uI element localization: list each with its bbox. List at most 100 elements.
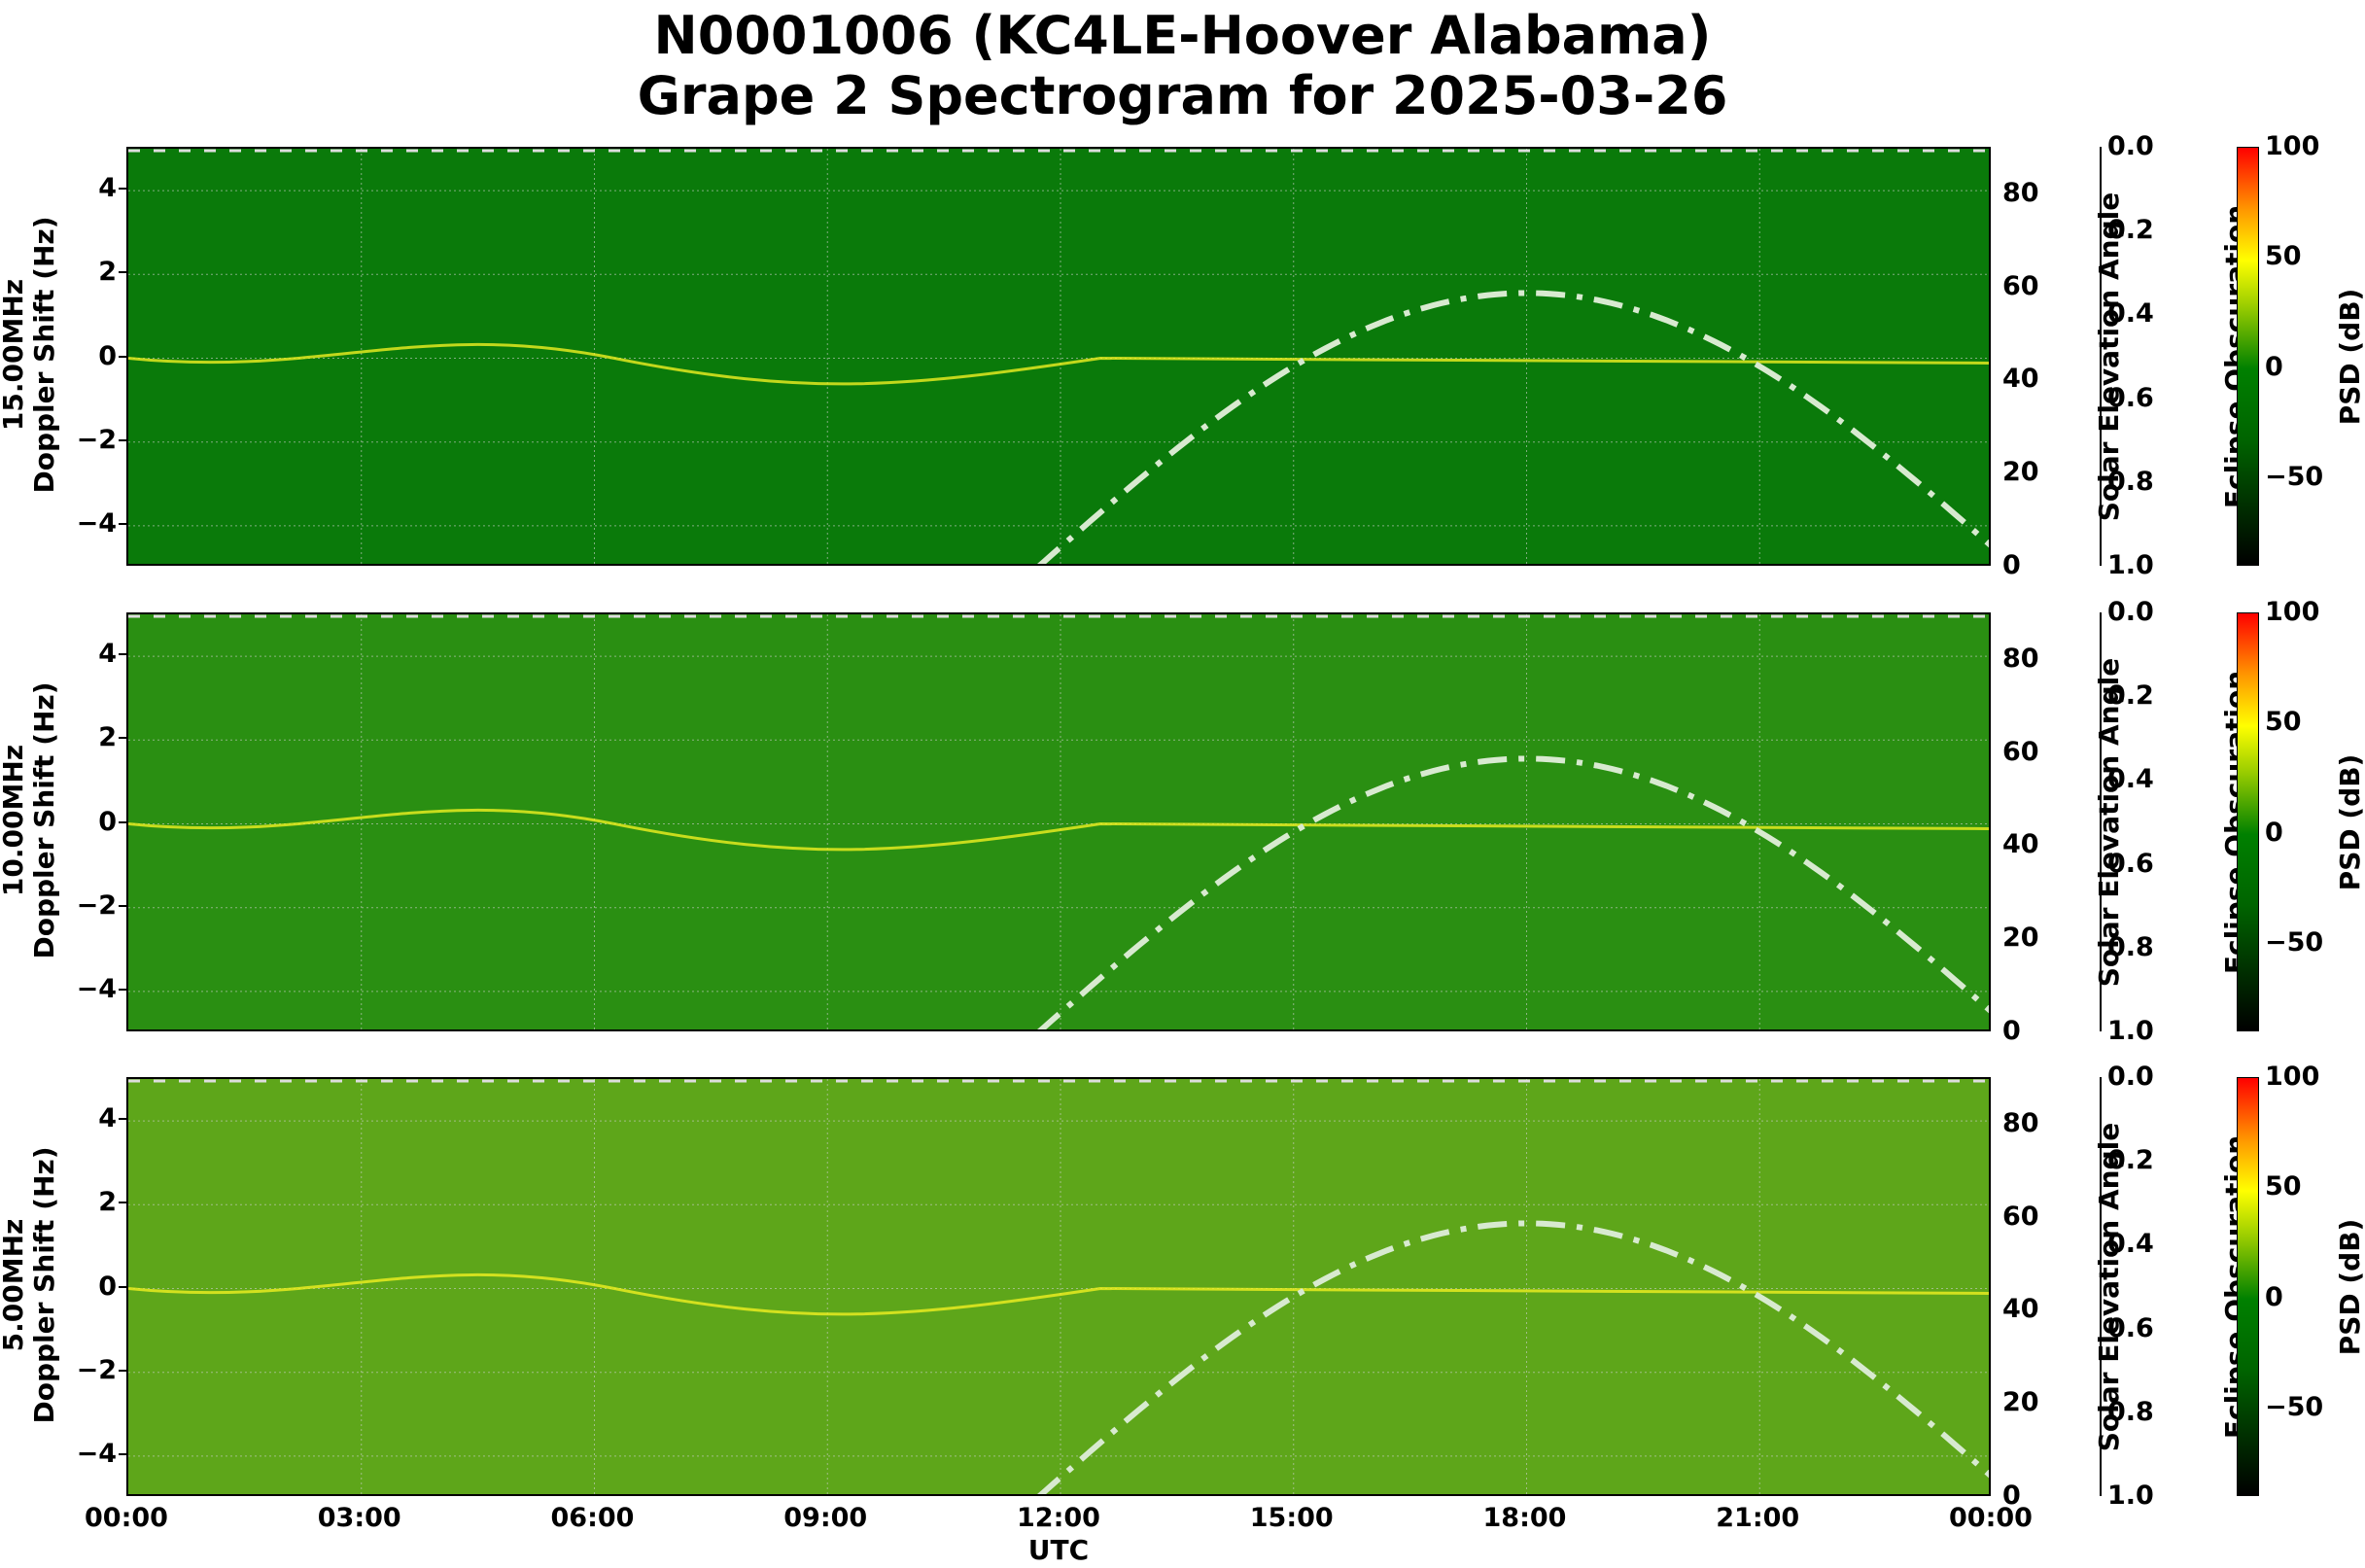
doppler-label: Doppler Shift (Hz) [28,215,60,494]
colorbar-tick: −50 [2265,462,2324,493]
chart-title-line1: N0001006 (KC4LE-Hoover Alabama) [653,5,1712,66]
tick-mark [119,188,126,191]
y-tick-right: 0 [2002,550,2021,580]
y-axis-label: 5.00MHz Doppler Shift (Hz) [0,1091,60,1480]
eclipse-tick: 0.2 [2107,680,2154,712]
frequency-label: 10.00MHz [0,744,29,896]
psd-colorbar [2237,147,2259,566]
tick-mark [119,1452,126,1455]
tick-mark [119,737,126,740]
colorbar-tick: 100 [2265,1062,2320,1092]
y-tick-right: 60 [2002,270,2039,301]
y-tick-left: −2 [76,424,117,455]
eclipse-tick: 0.0 [2107,131,2154,161]
x-tick: 15:00 [1249,1503,1334,1533]
y-tick-right: 40 [2002,829,2039,860]
x-axis-label: UTC [1027,1534,1090,1566]
eclipse-tick: 0.2 [2107,1145,2154,1176]
psd-label: PSD (dB) [2334,753,2365,890]
tick-mark [119,522,126,525]
tick-mark [119,653,126,656]
eclipse-tick: 0.6 [2107,1312,2154,1343]
eclipse-tick: 0.6 [2107,382,2154,413]
eclipse-tick: 1.0 [2107,550,2154,580]
y-tick-left: 2 [98,1187,117,1218]
colorbar-tick: 100 [2265,597,2320,627]
y-tick-right: 20 [2002,923,2039,954]
tick-mark [119,1202,126,1204]
y-tick-right: 0 [2002,1481,2021,1511]
colorbar-tick: 50 [2265,707,2302,738]
tick-mark [119,355,126,358]
eclipse-tick: 0.8 [2107,1396,2154,1427]
tick-mark [119,1285,126,1288]
y-tick-left: 0 [98,806,117,837]
y-axis-label: 15.00MHz Doppler Shift (Hz) [0,160,60,549]
x-tick: 09:00 [783,1503,868,1533]
eclipse-tick: 0.4 [2107,1229,2154,1260]
colorbar-tick: 50 [2265,241,2302,272]
eclipse-tick: 0.0 [2107,597,2154,627]
y-tick-left: 2 [98,722,117,753]
tick-mark [119,904,126,907]
colorbar-tick: 50 [2265,1171,2302,1202]
spectrogram-panel-0 [126,147,1991,566]
x-tick: 06:00 [550,1503,635,1533]
y-tick-left: 2 [98,257,117,288]
doppler-label: Doppler Shift (Hz) [28,680,60,959]
y-tick-left: 4 [98,1103,117,1134]
frequency-label: 5.00MHz [0,1218,29,1351]
x-tick: 00:00 [85,1503,168,1533]
y-tick-left: 4 [98,173,117,204]
eclipse-tick: 0.2 [2107,215,2154,246]
colorbar-tick: 0 [2265,1281,2283,1312]
x-tick: 00:00 [1949,1503,2033,1533]
eclipse-axis-line [2100,612,2102,1031]
y-axis-label: 10.00MHz Doppler Shift (Hz) [0,626,60,1015]
y-tick-left: −2 [76,889,117,921]
y-tick-left: 0 [98,340,117,371]
frequency-label: 15.00MHz [0,278,29,431]
eclipse-axis-line [2100,1077,2102,1496]
colorbar-tick: −50 [2265,927,2324,958]
chart-title-line2: Grape 2 Spectrogram for 2025-03-26 [637,65,1728,126]
y-tick-right: 80 [2002,177,2039,208]
y-tick-right: 80 [2002,643,2039,674]
y-tick-left: 4 [98,639,117,670]
y-tick-left: −4 [76,973,117,1004]
y-tick-left: −2 [76,1354,117,1385]
y-tick-left: 0 [98,1271,117,1302]
x-tick: 12:00 [1017,1503,1100,1533]
eclipse-tick: 0.4 [2107,298,2154,330]
tick-mark [119,271,126,274]
spectrogram-panel-1 [126,612,1991,1031]
eclipse-tick: 0.8 [2107,466,2154,497]
x-tick: 21:00 [1716,1503,1800,1533]
y-tick-left: −4 [76,1438,117,1469]
tick-mark [119,988,126,991]
psd-label: PSD (dB) [2334,1218,2365,1355]
colorbar-tick: 100 [2265,131,2320,161]
eclipse-axis-line [2100,147,2102,566]
psd-colorbar [2237,1077,2259,1496]
x-tick: 18:00 [1482,1503,1567,1533]
tick-mark [119,1118,126,1121]
eclipse-tick: 0.6 [2107,848,2154,879]
y-tick-right: 60 [2002,736,2039,767]
tick-mark [119,1369,126,1372]
colorbar-tick: 0 [2265,351,2283,382]
y-tick-right: 40 [2002,364,2039,395]
colorbar-tick: 0 [2265,817,2283,848]
doppler-label: Doppler Shift (Hz) [28,1145,60,1424]
tick-mark [119,438,126,441]
psd-label: PSD (dB) [2334,288,2365,425]
eclipse-tick: 0.8 [2107,931,2154,962]
y-tick-right: 20 [2002,1387,2039,1418]
y-tick-right: 20 [2002,457,2039,488]
spectrogram-panel-2 [126,1077,1991,1496]
x-tick: 03:00 [317,1503,401,1533]
y-tick-right: 0 [2002,1016,2021,1046]
eclipse-tick: 0.0 [2107,1062,2154,1092]
tick-mark [119,820,126,823]
y-tick-right: 80 [2002,1107,2039,1138]
